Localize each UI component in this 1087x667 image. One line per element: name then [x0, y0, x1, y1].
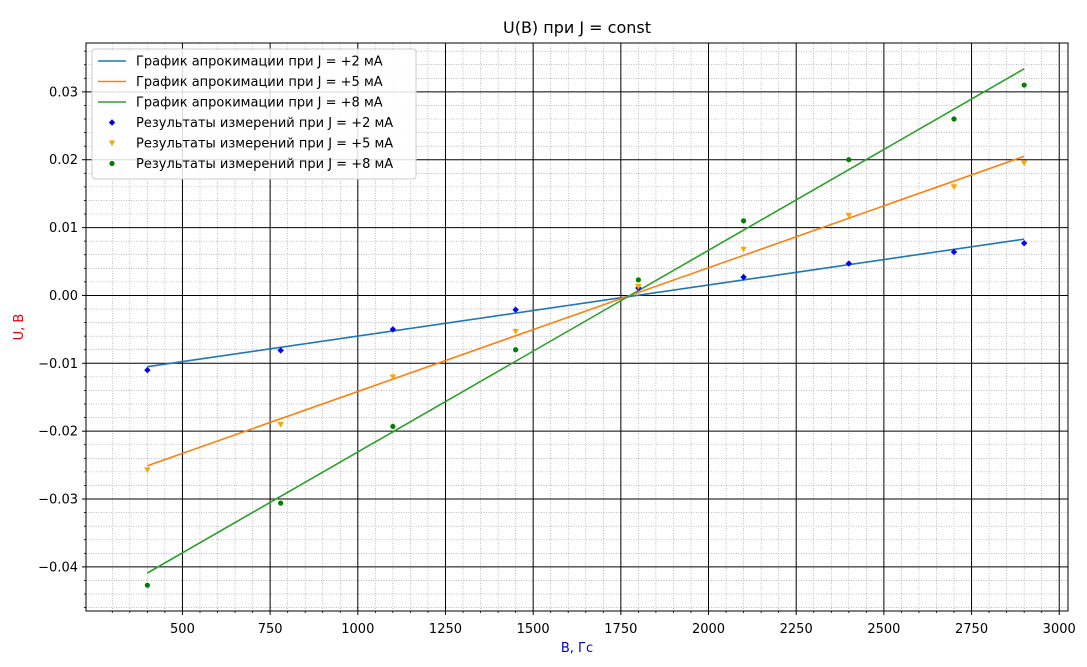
- x-tick-label: 1500: [517, 622, 550, 637]
- data-point-series-1: [1020, 239, 1028, 247]
- data-point-series-3: [740, 218, 747, 224]
- y-tick-label: −0.04: [38, 560, 78, 575]
- data-point-series-1: [389, 326, 397, 333]
- x-tick-label: 2750: [955, 622, 988, 637]
- plot-frame: [85, 42, 1069, 612]
- y-tick-label: 0.02: [49, 153, 78, 168]
- data-point-series-2: [635, 284, 642, 290]
- data-point-series-1: [845, 260, 853, 267]
- legend-entry-label: Результаты измерений при J = +5 мА: [136, 137, 393, 152]
- data-point-series-3: [390, 423, 396, 430]
- x-tick-label: 1000: [341, 622, 374, 637]
- y-tick-label: 0.03: [49, 85, 78, 100]
- x-tick-label: 2000: [692, 622, 725, 637]
- y-tick-label: −0.01: [38, 357, 78, 372]
- fit-lines: [146, 68, 1025, 574]
- data-point-series-2: [845, 212, 853, 219]
- data-point-series-3: [951, 116, 957, 122]
- legend-entry-label: Результаты измерений при J = +2 мА: [136, 116, 393, 131]
- legend-box: [91, 48, 417, 180]
- x-tick-label: 1250: [429, 622, 462, 637]
- x-tick-label: 1750: [604, 622, 637, 637]
- measurement-markers: [144, 82, 1028, 588]
- legend: График апрокимации при J = +2 мА График а…: [91, 48, 417, 180]
- y-tick-label: 0.00: [49, 289, 78, 304]
- x-tick-label: 3000: [1043, 622, 1076, 637]
- fit-line-1: [147, 238, 1025, 368]
- data-point-series-3: [144, 582, 150, 588]
- legend-marker-swatch: [108, 119, 116, 126]
- x-tick-label: 2250: [780, 622, 813, 637]
- data-point-series-2: [512, 328, 519, 335]
- legend-entry-label: График апрокимации при J = +5 мА: [136, 75, 383, 90]
- y-tick-label: 0.01: [49, 221, 78, 236]
- data-point-series-3: [513, 347, 519, 353]
- data-point-series-2: [950, 184, 958, 191]
- x-tick-label: 500: [170, 622, 195, 637]
- data-point-series-1: [144, 366, 151, 374]
- data-point-series-1: [740, 273, 747, 281]
- minor-grid: [86, 43, 1068, 611]
- axis-ticks: 500 750 1000 1250 1500 1750 2000 2250 2500 2750 30…: [38, 50, 1076, 637]
- data-point-series-1: [950, 248, 958, 256]
- legend-marker-swatch: [108, 140, 116, 147]
- x-tick-label: 2500: [867, 622, 900, 637]
- data-point-series-3: [846, 157, 852, 163]
- legend-entry-label: График апрокимации при J = +8 мА: [136, 96, 383, 111]
- y-tick-label: −0.02: [38, 425, 78, 440]
- data-point-series-2: [1020, 160, 1028, 167]
- data-point-series-3: [635, 277, 641, 283]
- data-point-series-2: [740, 246, 747, 253]
- chart-title: U(B) при J = const: [503, 18, 651, 37]
- data-point-series-2: [277, 421, 284, 428]
- x-tick-label: 750: [258, 622, 283, 637]
- data-point-series-1: [277, 347, 284, 354]
- data-point-series-1: [512, 306, 519, 313]
- x-axis-label: B, Гс: [561, 641, 593, 656]
- data-point-series-3: [278, 500, 284, 506]
- legend-marker-swatch: [109, 160, 115, 167]
- data-point-series-2: [389, 374, 397, 381]
- legend-entry-label: График апрокимации при J = +2 мА: [136, 55, 383, 70]
- y-tick-label: −0.03: [38, 493, 78, 508]
- fit-line-2: [147, 155, 1025, 467]
- y-axis-label: U, В: [12, 314, 27, 341]
- data-point-series-3: [1021, 82, 1027, 88]
- data-point-series-2: [144, 467, 151, 474]
- legend-entry-label: Результаты измерений при J = +8 мА: [136, 157, 393, 172]
- fit-line-3: [146, 68, 1025, 574]
